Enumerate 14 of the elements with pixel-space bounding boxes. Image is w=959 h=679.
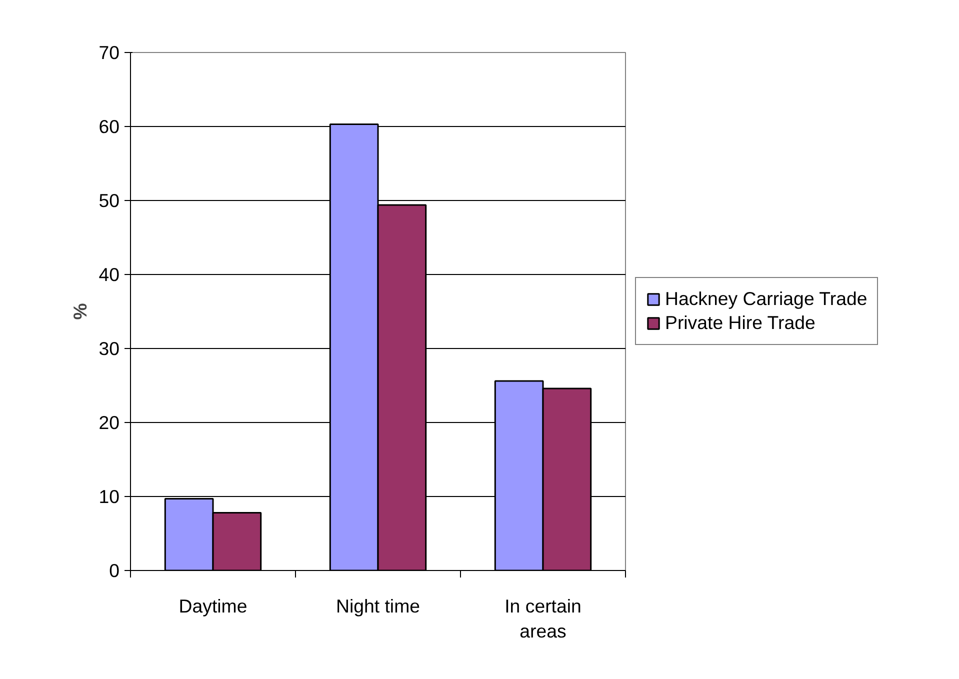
legend-label: Hackney Carriage Trade <box>665 288 868 310</box>
y-tick-label: 30 <box>98 338 120 359</box>
y-tick-label: 40 <box>98 264 120 285</box>
y-tick-label: 60 <box>98 116 120 137</box>
y-tick-label: 20 <box>98 412 120 433</box>
y-axis-title: % <box>70 302 91 320</box>
y-tick-label: 0 <box>109 560 120 581</box>
x-tick-label: Night time <box>336 596 420 616</box>
y-tick-label: 10 <box>98 486 120 507</box>
y-tick-label: 70 <box>98 42 120 63</box>
y-tick-label: 50 <box>98 190 120 211</box>
legend-label: Private Hire Trade <box>665 312 816 334</box>
x-tick-label: In certain areas <box>504 596 582 642</box>
x-tick-label: Daytime <box>178 596 248 616</box>
